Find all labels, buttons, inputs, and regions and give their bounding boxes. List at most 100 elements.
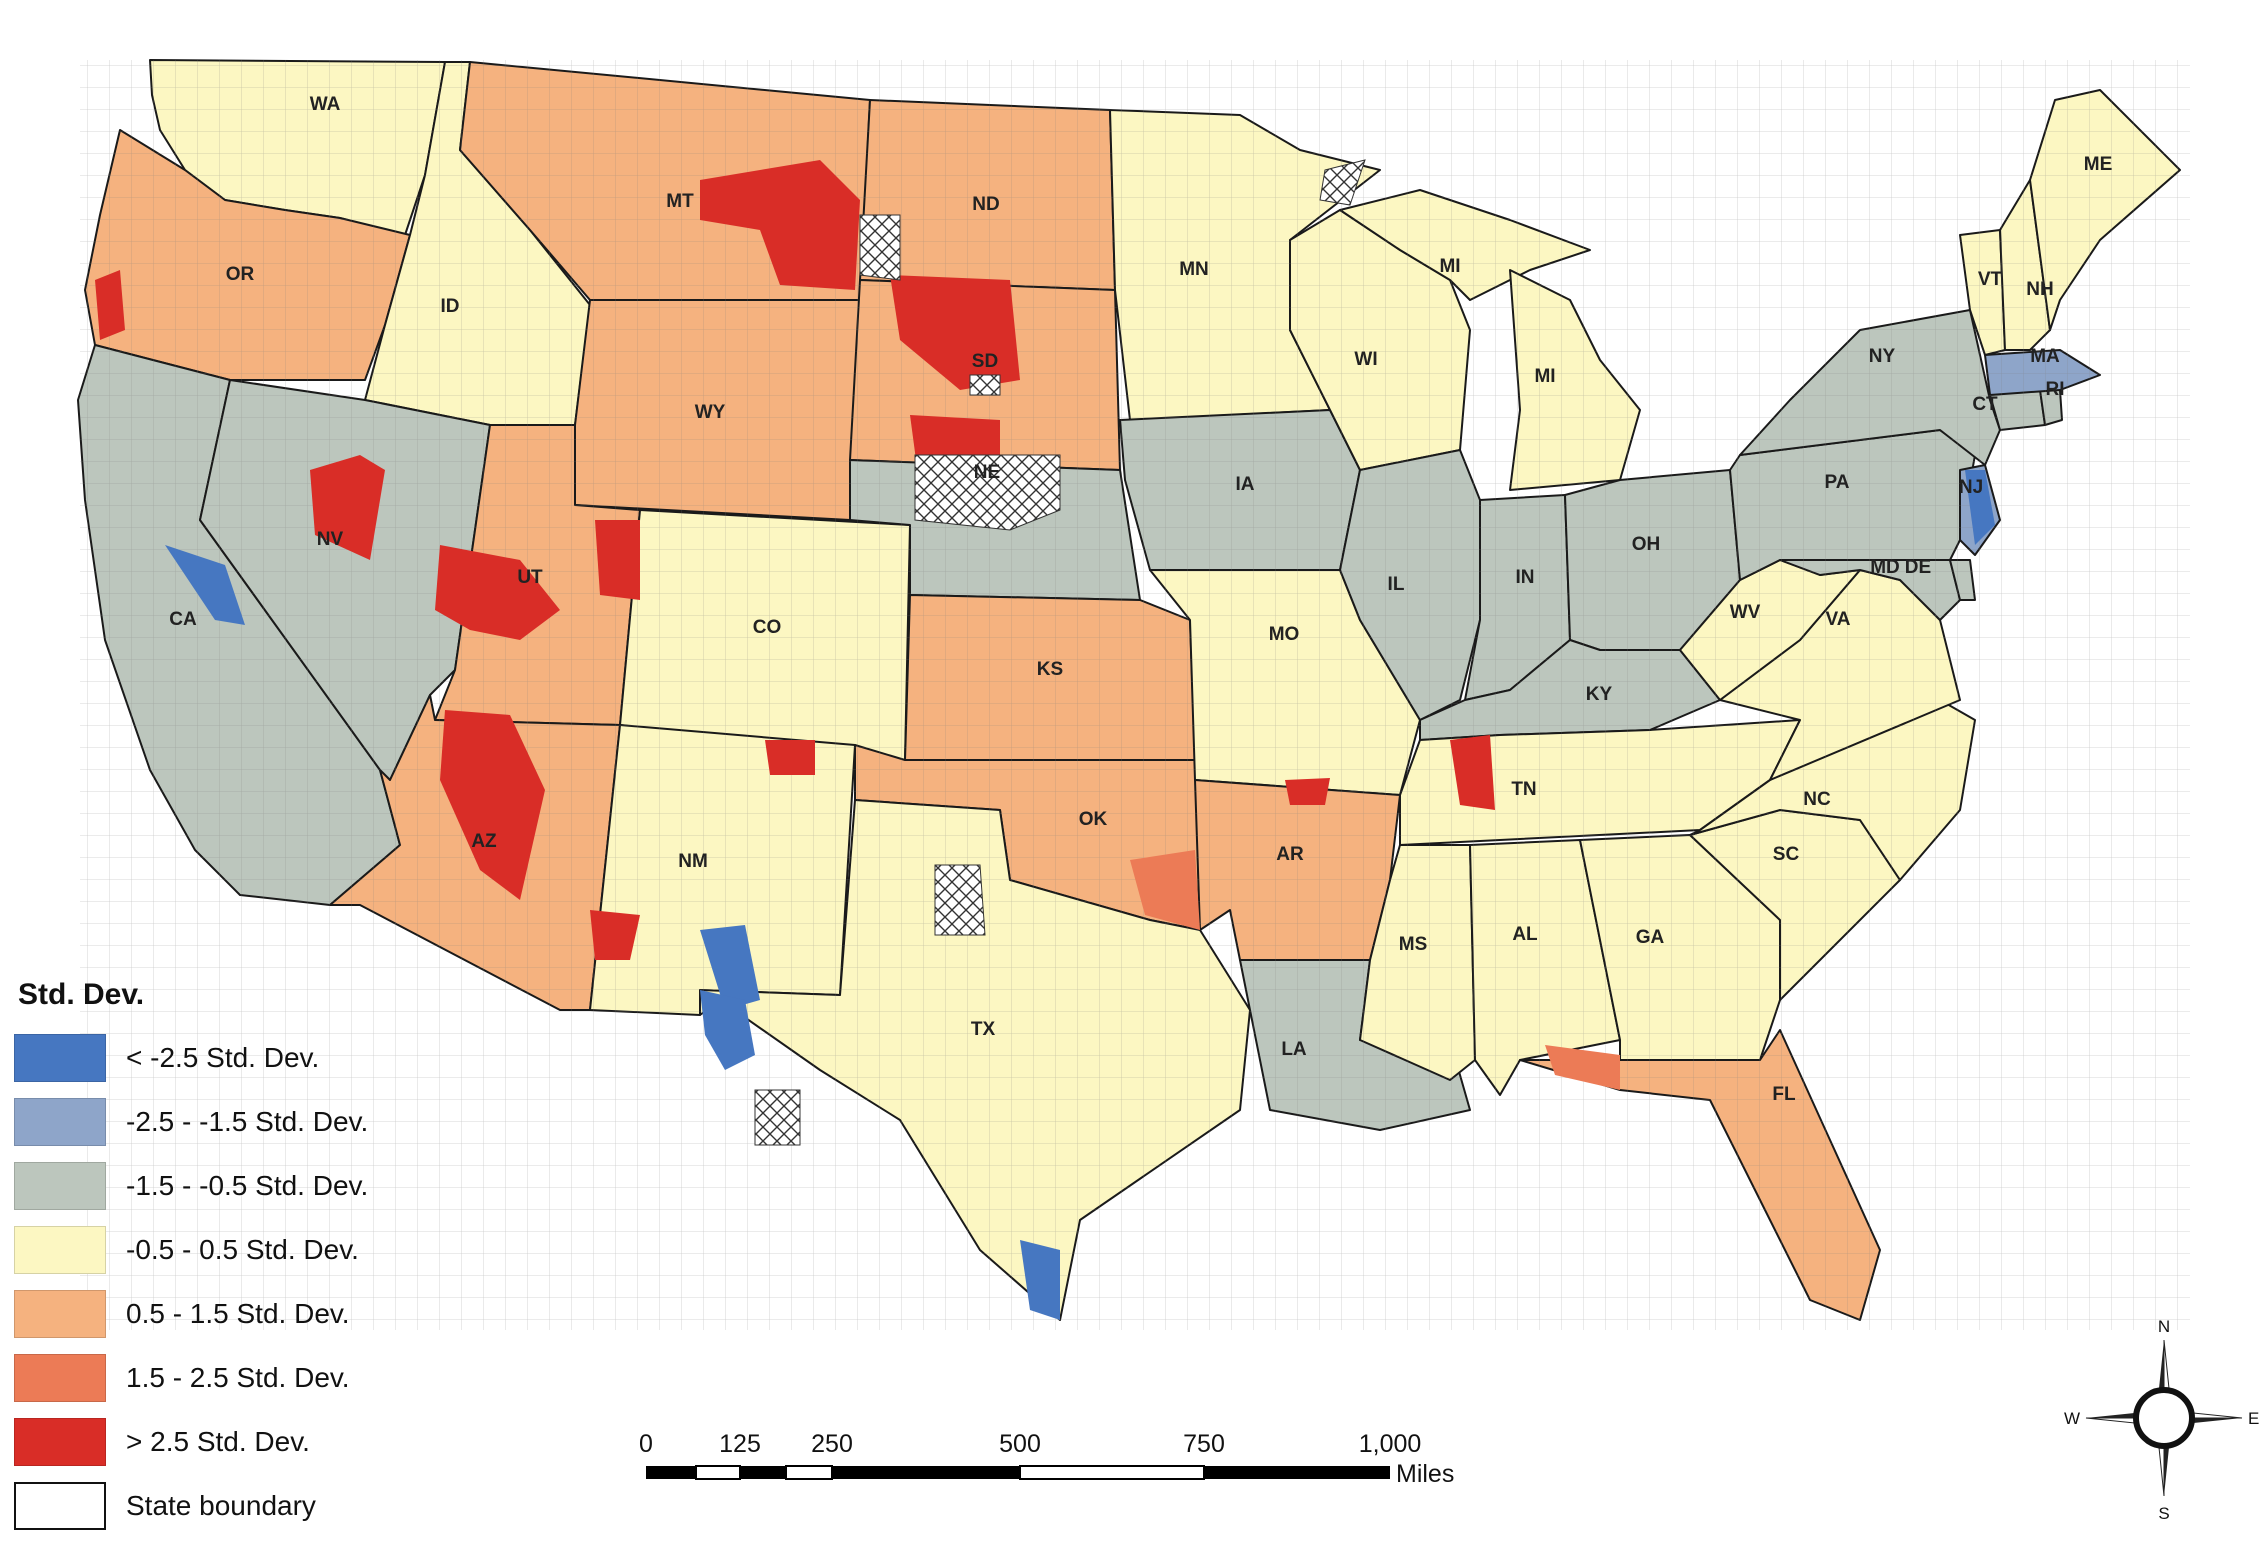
state-label-in: IN (1516, 567, 1535, 588)
state-label-sc: SC (1773, 844, 1800, 865)
legend-item: 1.5 - 2.5 Std. Dev. (14, 1346, 474, 1410)
cluster-high-nv (310, 455, 385, 560)
legend-swatch (14, 1354, 106, 1402)
scale-segment (740, 1466, 786, 1479)
cluster-high-ca-coast (95, 270, 125, 340)
state-label-la: LA (1281, 1039, 1307, 1060)
legend-swatch (14, 1418, 106, 1466)
state-label-ne: NE (974, 462, 1000, 483)
legend-item: -2.5 - -1.5 Std. Dev. (14, 1090, 474, 1154)
legend-rows: < -2.5 Std. Dev. -2.5 - -1.5 Std. Dev. -1.… (14, 1026, 474, 1538)
legend-item: 0.5 - 1.5 Std. Dev. (14, 1282, 474, 1346)
state-label-oh: OH (1632, 534, 1661, 555)
state-label-ia: IA (1236, 474, 1255, 495)
legend-swatch (14, 1162, 106, 1210)
state-label-wa: WA (310, 94, 341, 115)
state-label-de: DE (1905, 557, 1931, 578)
compass-s-label: S (2158, 1504, 2169, 1523)
state-label-nc: NC (1803, 789, 1831, 810)
legend-label: 1.5 - 2.5 Std. Dev. (126, 1362, 350, 1393)
cluster-high-fl (1545, 1045, 1620, 1090)
scale-tick-label: 500 (999, 1430, 1041, 1458)
nodata-ne (914, 454, 1061, 531)
legend-label: State boundary (126, 1490, 316, 1521)
cluster-low-tx (700, 990, 755, 1070)
state-label-ny: NY (1869, 346, 1896, 367)
cluster-high-ut-e (595, 520, 640, 600)
scale-segment (785, 1465, 833, 1480)
state-label-fl: FL (1772, 1084, 1796, 1105)
state-label-me: ME (2084, 154, 2113, 175)
state-labels: WA OR CA ID NV MT WY UT AZ CO NM ND SD NE KS OK TX MN IA MO… (169, 94, 2112, 1105)
extreme-value-clusters (95, 160, 1995, 1320)
legend-item: > 2.5 Std. Dev. (14, 1410, 474, 1474)
legend: Std. Dev. < -2.5 Std. Dev. -2.5 - -1.5 St… (14, 978, 474, 1538)
state-label-wi: WI (1354, 349, 1377, 370)
cluster-high-ut (435, 545, 560, 640)
scale-tick-label: 0 (639, 1430, 653, 1458)
legend-swatch (14, 1098, 106, 1146)
state-mi (1509, 269, 1641, 491)
scale-tick-label: 250 (811, 1430, 853, 1458)
cluster-high-sd (890, 275, 1020, 390)
state-label-or: OR (226, 264, 255, 285)
state-label-nd: ND (972, 194, 999, 215)
scale-unit-label: Miles (1396, 1460, 1454, 1488)
legend-swatch (14, 1290, 106, 1338)
state-label-nv: NV (317, 529, 344, 550)
state-label-co: CO (753, 617, 782, 638)
legend-label: < -2.5 Std. Dev. (126, 1042, 320, 1073)
legend-label: -2.5 - -1.5 Std. Dev. (126, 1106, 369, 1137)
state-label-tx: TX (971, 1019, 996, 1040)
state-label-id: ID (441, 296, 460, 317)
state-label-sd: SD (972, 351, 998, 372)
legend-item: -1.5 - -0.5 Std. Dev. (14, 1154, 474, 1218)
legend-label: 0.5 - 1.5 Std. Dev. (126, 1298, 350, 1329)
state-label-ct: CT (1972, 394, 1998, 415)
cluster-high-co (765, 740, 815, 775)
state-ct (1989, 389, 2046, 431)
cluster-low-ca (165, 545, 245, 625)
nodata-nd (859, 214, 901, 281)
legend-item: -0.5 - 0.5 Std. Dev. (14, 1218, 474, 1282)
state-label-al: AL (1512, 924, 1538, 945)
state-label-mi_up: MI (1439, 256, 1460, 277)
scale-bar: 0 125 250 500 750 1,000 Miles (639, 1430, 1454, 1488)
legend-label: > 2.5 Std. Dev. (126, 1426, 310, 1457)
legend-swatch (14, 1034, 106, 1082)
state-label-ks: KS (1037, 659, 1063, 680)
state-label-nj: NJ (1959, 477, 1983, 498)
state-ar (1194, 779, 1401, 961)
state-label-tn: TN (1511, 779, 1536, 800)
compass-n-label: N (2158, 1317, 2170, 1336)
cluster-high-ar (1285, 778, 1330, 805)
scale-segment (832, 1466, 1020, 1479)
legend-label: -1.5 - -0.5 Std. Dev. (126, 1170, 369, 1201)
nodata-tx (934, 864, 986, 936)
state-label-ms: MS (1399, 934, 1428, 955)
state-label-il: IL (1388, 574, 1405, 595)
state-label-mi: MI (1534, 366, 1555, 387)
state-label-mt: MT (666, 191, 694, 212)
cluster-high-ok (1130, 850, 1200, 930)
scale-segment (1019, 1465, 1205, 1480)
state-label-ca: CA (169, 609, 197, 630)
state-label-ri: RI (2046, 379, 2065, 400)
state-label-ga: GA (1636, 927, 1665, 948)
scale-segment (646, 1466, 696, 1479)
scale-tick-label: 1,000 (1359, 1430, 1422, 1458)
state-label-nm: NM (678, 851, 708, 872)
cluster-high-mt (700, 160, 860, 290)
no-data-hatched-areas (754, 159, 1366, 1146)
legend-swatch (14, 1482, 106, 1530)
compass-ring (2133, 1387, 2195, 1449)
state-label-ma: MA (2030, 346, 2060, 367)
cluster-high-az (440, 710, 545, 900)
scale-segment (695, 1465, 741, 1480)
scale-tick-label: 125 (719, 1430, 761, 1458)
state-label-ky: KY (1586, 684, 1613, 705)
north-arrow-compass: N S E W (2064, 1317, 2259, 1523)
state-label-az: AZ (471, 831, 497, 852)
cluster-high-tn (1450, 735, 1495, 810)
cluster-low-nm (700, 925, 760, 1010)
